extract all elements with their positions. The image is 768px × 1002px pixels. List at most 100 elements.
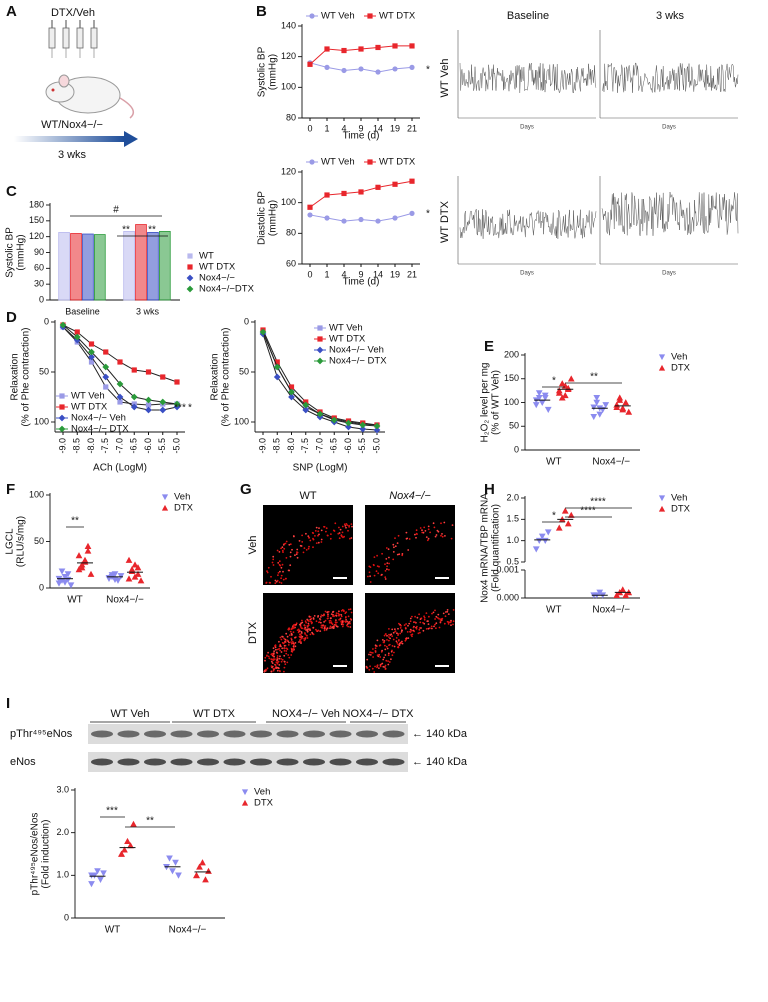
stain-dot [423,616,426,619]
y-axis-label: Systolic BP [5,227,16,278]
x-tick-label: -7.5 [300,438,310,454]
stain-dot [427,537,430,540]
data-point [73,333,81,341]
legend-marker [241,789,249,796]
stain-dot [302,551,305,554]
stain-dot [304,626,307,629]
stain-dot [404,639,407,642]
stain-dot [315,628,317,631]
stain-dot [329,625,332,628]
stain-dot [401,642,404,645]
syringe [90,27,98,49]
stain-dot [419,621,422,624]
stain-dot [431,627,433,630]
y-tick-label: 80 [286,228,296,238]
stain-dot [371,652,374,654]
significance: * [426,209,430,220]
stain-dot [325,627,327,630]
stain-dot [294,645,297,648]
stain-dot [324,625,327,627]
blot-band [250,758,272,766]
blot-lane: WT DTX [193,708,236,720]
data-point [134,564,142,571]
stain-dot [290,639,293,641]
stain-dot [405,531,408,534]
stain-dot [281,546,284,549]
y-tick-label: 1.0 [56,870,69,880]
x-tick-label: -9.0 [257,438,267,454]
stain-dot [292,631,295,634]
stain-dot [344,525,347,527]
data-point [316,410,324,418]
y-tick-label: 30 [34,279,44,289]
bar [147,232,159,301]
stain-dot [298,635,301,638]
stain-dot [275,651,278,654]
stain-dot [290,654,293,656]
data-point [117,399,123,405]
stain-dot [306,625,309,627]
legend-marker [59,393,65,399]
stain-dot [300,545,303,547]
stain-dot [280,547,282,550]
stain-dot [429,531,431,534]
data-point [341,67,347,74]
y-tick-label: 0.000 [496,592,519,602]
data-point [121,846,128,853]
stain-dot [385,645,388,648]
stain-dot [391,654,394,657]
x-tick-label: -9.0 [57,438,67,454]
stain-dot [274,582,277,585]
stain-dot [331,623,334,626]
blot-row: eNos [10,756,36,768]
stain-dot [282,642,285,645]
stain-dot [416,533,418,535]
stain-dot [305,629,307,631]
stain-dot [303,639,306,642]
stain-dot [309,633,312,636]
stain-dot [344,620,347,623]
stain-dot [297,631,300,634]
stain-dot [320,529,323,532]
data-point [166,855,173,862]
data-point [409,210,415,216]
data-point [103,349,109,355]
data-point [274,359,280,365]
stain-dot [277,562,280,564]
stain-dot [392,638,395,641]
data-point [273,373,281,381]
stain-dot [317,541,320,544]
stain-dot [414,615,416,618]
stain-dot [275,580,278,583]
stain-dot [377,572,380,575]
data-point [307,204,313,210]
legend-marker [309,13,315,19]
bar [58,232,70,301]
stain-dot [425,628,428,630]
stain-dot [408,538,411,540]
stain-dot [324,610,327,613]
stain-dot [273,652,275,655]
stain-dot [342,623,345,626]
stain-dot [427,525,430,528]
panel-label: E [484,338,494,355]
stain-dot [286,639,288,642]
stain-dot [406,631,409,633]
stain-dot [385,547,388,549]
trace-axis-label: Days [662,125,676,131]
data-point [145,396,152,404]
blot-lane: WT Veh [111,708,150,720]
bar [135,224,147,301]
stain-dot [384,578,387,580]
stain-dot [401,553,404,555]
significance: **** [580,506,596,517]
blot-band [303,730,325,738]
blot-lane: NOX4−/− DTX [343,708,415,720]
stain-dot [347,625,350,628]
stain-dot [374,644,377,647]
stain-dot [390,650,393,653]
stain-dot [331,627,333,629]
stain-dot [441,617,444,620]
data-point [409,178,415,184]
x-axis-label: Time (d) [343,131,380,142]
